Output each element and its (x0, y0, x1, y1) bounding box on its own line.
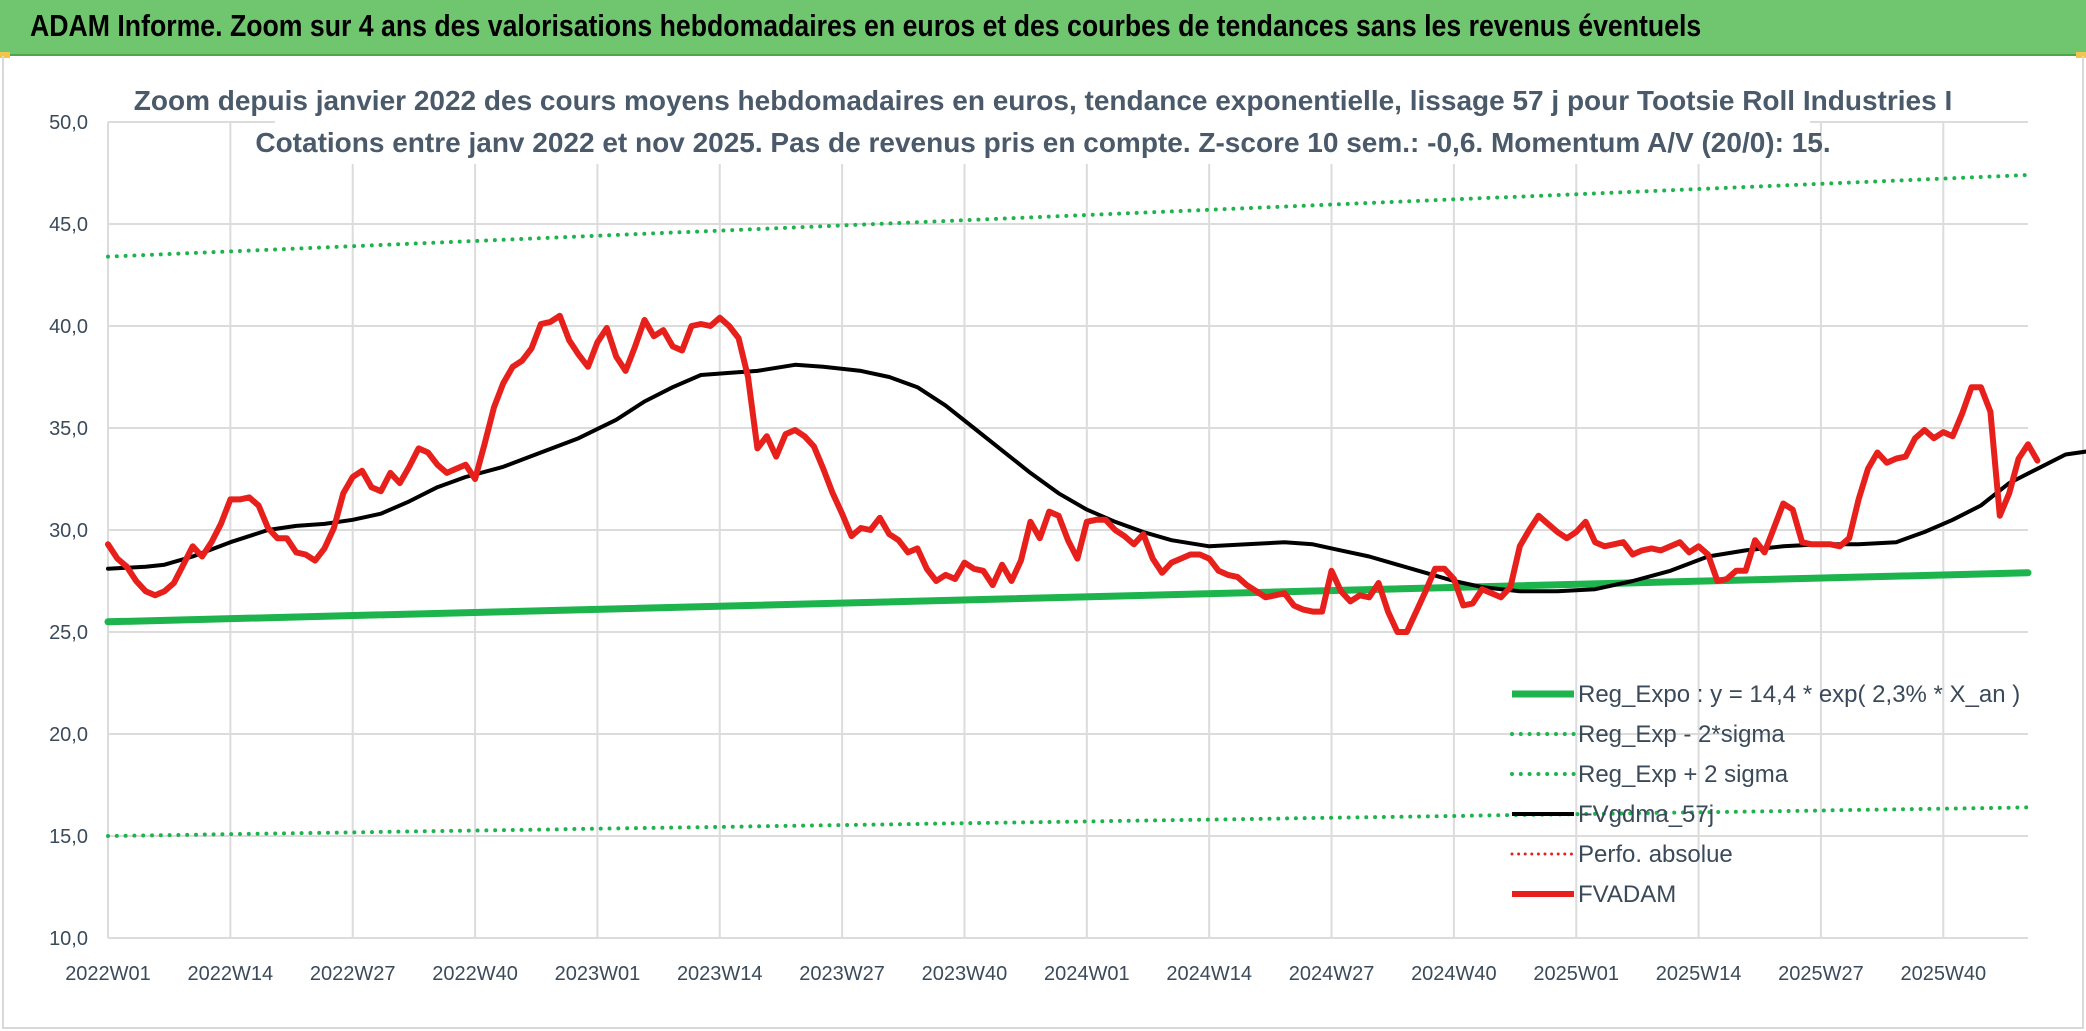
x-axis-ticks: 2022W01 2022W14 2022W27 2022W40 2023W01 2023W… (65, 963, 1986, 985)
x-tick-label: 2023W40 (922, 963, 1008, 985)
x-tick-label: 2025W14 (1656, 963, 1742, 985)
grid-lines (107, 121, 2028, 939)
legend: Reg_Expo : y = 14,4 * exp( 2,3% * X_an )… (1510, 681, 2020, 908)
y-axis-ticks: 10,0 15,0 20,0 25,0 30,0 35,0 40,0 45,0 50,0 (49, 112, 88, 950)
series-line-fvadam (105, 312, 2041, 635)
y-tick-label: 15,0 (49, 826, 88, 848)
y-tick-label: 20,0 (49, 724, 88, 746)
x-tick-label: 2024W27 (1289, 963, 1375, 985)
legend-label: FVgdma_57j (1578, 801, 1714, 828)
y-tick-label: 45,0 (49, 214, 88, 236)
legend-label: Reg_Exp - 2*sigma (1578, 721, 1785, 748)
y-tick-label: 30,0 (49, 520, 88, 542)
title-banner: ADAM Informe. Zoom sur 4 ans des valoris… (0, 0, 2086, 56)
chart-title-line-1: Zoom depuis janvier 2022 des cours moyen… (134, 85, 1952, 116)
x-tick-label: 2023W27 (799, 963, 885, 985)
series-lines (104, 173, 2086, 838)
series-line-reg-expo-y-14-4-exp-2-3-x-an (104, 569, 2032, 626)
x-tick-label: 2022W40 (432, 963, 518, 985)
x-tick-label: 2025W01 (1533, 963, 1619, 985)
series-line-reg-exp-2-sigma (106, 173, 2030, 259)
corner-mark-right (2076, 52, 2086, 58)
chart-title-line-2: Cotations entre janv 2022 et nov 2025. P… (255, 127, 1830, 158)
x-tick-label: 2024W40 (1411, 963, 1497, 985)
y-tick-label: 25,0 (49, 622, 88, 644)
x-tick-label: 2023W01 (555, 963, 641, 985)
legend-label: Reg_Exp + 2 sigma (1578, 761, 1789, 788)
x-tick-label: 2022W27 (310, 963, 396, 985)
x-tick-label: 2024W01 (1044, 963, 1130, 985)
legend-label: Reg_Expo : y = 14,4 * exp( 2,3% * X_an ) (1578, 681, 2020, 708)
x-tick-label: 2022W14 (188, 963, 274, 985)
series-line-reg-exp-2-sigma (106, 805, 2030, 838)
x-tick-label: 2025W27 (1778, 963, 1864, 985)
legend-label: FVADAM (1578, 881, 1676, 908)
chart-title-background (275, 78, 1810, 164)
x-tick-label: 2025W40 (1900, 963, 1986, 985)
y-tick-label: 35,0 (49, 418, 88, 440)
x-tick-label: 2023W14 (677, 963, 763, 985)
x-tick-label: 2024W14 (1166, 963, 1252, 985)
banner-title: ADAM Informe. Zoom sur 4 ans des valoris… (30, 8, 1702, 43)
y-tick-label: 50,0 (49, 112, 88, 134)
y-tick-label: 10,0 (49, 928, 88, 950)
chart-frame (2, 56, 2084, 1029)
y-tick-label: 40,0 (49, 316, 88, 338)
legend-label: Perfo. absolue (1578, 841, 1733, 868)
x-tick-label: 2022W01 (65, 963, 151, 985)
corner-mark-left (0, 52, 10, 58)
